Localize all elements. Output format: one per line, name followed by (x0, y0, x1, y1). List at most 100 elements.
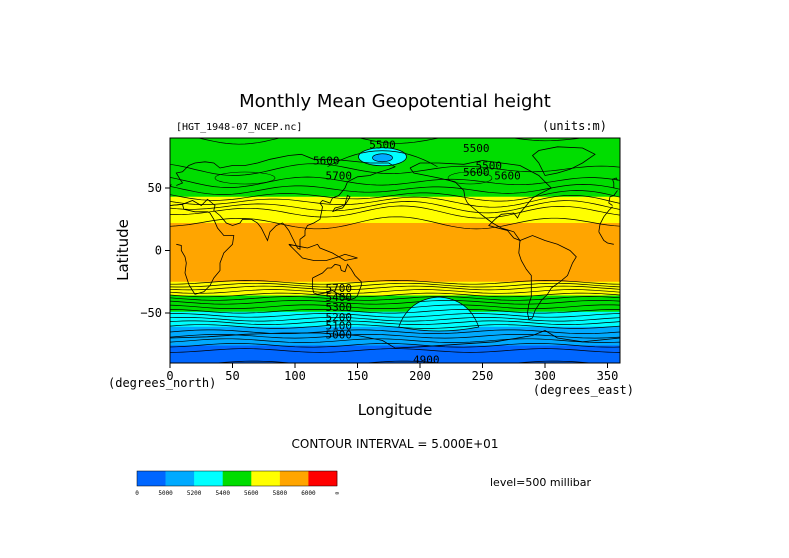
heatmap-band (170, 318, 620, 320)
heatmap-band (170, 188, 620, 190)
heatmap-band (170, 228, 620, 230)
heatmap-band (170, 238, 620, 240)
contour-label: 5700 (326, 170, 353, 183)
heatmap-band (170, 260, 620, 263)
heatmap-band (170, 196, 620, 199)
heatmap-band (170, 286, 620, 289)
heatmap-band (170, 305, 620, 308)
contour-line (170, 292, 620, 298)
heatmap-band (170, 219, 620, 222)
heatmap-band (170, 210, 620, 213)
contour-line (170, 190, 620, 202)
heatmap-band (170, 281, 620, 284)
contour-label: 5100 (326, 320, 353, 333)
heatmap-band (170, 183, 620, 185)
heatmap-band (170, 316, 620, 319)
heatmap-band (170, 215, 620, 218)
heatmap-band (170, 214, 620, 217)
heatmap-band (170, 179, 620, 182)
heatmap-band (170, 201, 620, 204)
heatmap-band (170, 355, 620, 358)
heatmap-band (170, 218, 620, 220)
colorbar-swatch (137, 471, 166, 486)
heatmap-band (170, 325, 620, 328)
heatmap-band (170, 361, 620, 363)
heatmap-band (170, 240, 620, 243)
heatmap-band (170, 278, 620, 280)
colorbar-label: 5200 (187, 490, 202, 497)
polar-low-core (372, 153, 393, 163)
heatmap-band (170, 173, 620, 175)
heatmap-band (170, 326, 620, 329)
contour-label: 5600 (463, 166, 490, 179)
heatmap-band (170, 176, 620, 179)
heatmap-band (170, 311, 620, 314)
heatmap-band (170, 349, 620, 352)
continent-north-america (409, 160, 552, 242)
heatmap-band (170, 204, 620, 207)
heatmap-band (170, 263, 620, 265)
heatmap-band (170, 358, 620, 360)
heatmap-band (170, 314, 620, 317)
heatmap-band (170, 340, 620, 343)
heatmap-band (170, 269, 620, 272)
heatmap-band (170, 235, 620, 238)
heatmap-band (170, 313, 620, 315)
colorbar-swatch (165, 471, 195, 486)
contour-line (170, 313, 620, 318)
heatmap-band (170, 296, 620, 299)
x-axis-label: Longitude (358, 401, 433, 419)
heatmap-band (170, 203, 620, 205)
heatmap-band (170, 331, 620, 334)
heatmap-band (170, 293, 620, 295)
contour-line (170, 300, 620, 305)
heatmap-band (170, 315, 620, 318)
heatmap-band (170, 199, 620, 202)
contour-line (170, 333, 620, 339)
continent-japan (332, 194, 351, 213)
heatmap-band (170, 220, 620, 223)
heatmap-band (170, 164, 620, 167)
heatmap-band (170, 169, 620, 172)
heatmap-band (170, 143, 620, 145)
heatmap-band (170, 230, 620, 233)
heatmap-band (170, 200, 620, 203)
contour-label: 5300 (326, 301, 353, 314)
heatmap-band (170, 274, 620, 277)
heatmap-band (170, 321, 620, 324)
x-tick-label: 100 (284, 369, 306, 383)
units-label: (units:m) (542, 119, 607, 133)
colorbar-swatch (251, 471, 281, 486)
heatmap-band (170, 190, 620, 193)
x-tick-label: 250 (472, 369, 494, 383)
continent-indonesia (288, 243, 358, 261)
contour-line (170, 343, 620, 348)
heatmap-band (170, 353, 620, 355)
colorbar-swatch (279, 471, 309, 486)
contour-label: 5700 (326, 282, 353, 295)
heatmap-band (170, 184, 620, 187)
heatmap-band (170, 261, 620, 264)
colorbar-swatch (222, 471, 252, 486)
heatmap-band (170, 241, 620, 244)
contour-line (170, 296, 620, 301)
heatmap-band (170, 254, 620, 257)
x-tick-label: 200 (409, 369, 431, 383)
heatmap-band (170, 256, 620, 259)
heatmap-band (170, 181, 620, 184)
continent-antarctica (170, 330, 620, 349)
heatmap-band (170, 328, 620, 330)
x-tick-label: 0 (166, 369, 173, 383)
heatmap-band (170, 289, 620, 292)
heatmap-band (170, 288, 620, 290)
colorbar-label: 5000 (158, 490, 173, 497)
heatmap-bands (170, 138, 620, 363)
heatmap-band (170, 234, 620, 237)
heatmap-band (170, 303, 620, 305)
heatmap-band (170, 268, 620, 270)
heatmap-band (170, 185, 620, 188)
contour-label: 5600 (313, 155, 340, 168)
heatmap-band (170, 258, 620, 260)
heatmap-band (170, 299, 620, 302)
